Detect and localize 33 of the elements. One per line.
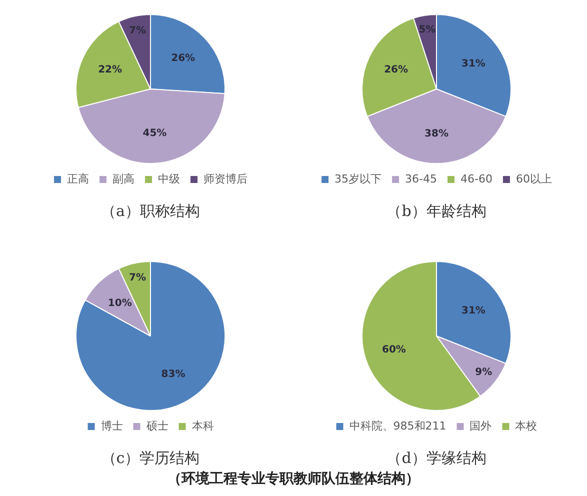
legend-label: 博士: [100, 419, 123, 432]
data-label: 7%: [129, 25, 146, 36]
data-label: 31%: [462, 305, 486, 316]
text: （d）学缘结构: [386, 448, 486, 467]
legend-label: 中科院、985和211: [349, 419, 446, 432]
data-label: 83%: [161, 369, 186, 380]
data-label: 7%: [129, 272, 146, 284]
legend-label: 本校: [515, 419, 538, 432]
legend-label: 36-45: [405, 172, 438, 186]
legend-label: 46-60: [460, 172, 492, 186]
legend-label: 国外: [470, 419, 492, 432]
legend-label: 副高: [112, 172, 134, 186]
legend-label: 师资博后: [204, 172, 248, 186]
data-label: 45%: [142, 128, 167, 140]
legend-label: 60以上: [516, 172, 552, 186]
legend-label: 正高: [67, 172, 89, 186]
data-label: 5%: [418, 24, 436, 36]
data-label: 10%: [108, 298, 132, 310]
legend-label: 本科: [192, 419, 214, 432]
data-label: 9%: [475, 367, 492, 378]
text: （b）年龄结构: [386, 202, 486, 220]
data-label: 22%: [98, 64, 122, 76]
legend-label: 中级: [158, 172, 180, 186]
legend-label: 35岁以下: [334, 172, 382, 186]
text: （a）职称结构: [101, 202, 200, 220]
text: （c）学历结构: [101, 448, 200, 467]
data-label: 26%: [171, 52, 196, 64]
legend-label: 硕士: [145, 419, 168, 432]
data-label: 31%: [462, 58, 486, 70]
data-label: 38%: [424, 128, 448, 140]
data-label: 60%: [382, 344, 406, 356]
text: （环境工程专业专职教师队伍整体结构）: [168, 470, 420, 488]
data-label: 26%: [384, 64, 408, 76]
